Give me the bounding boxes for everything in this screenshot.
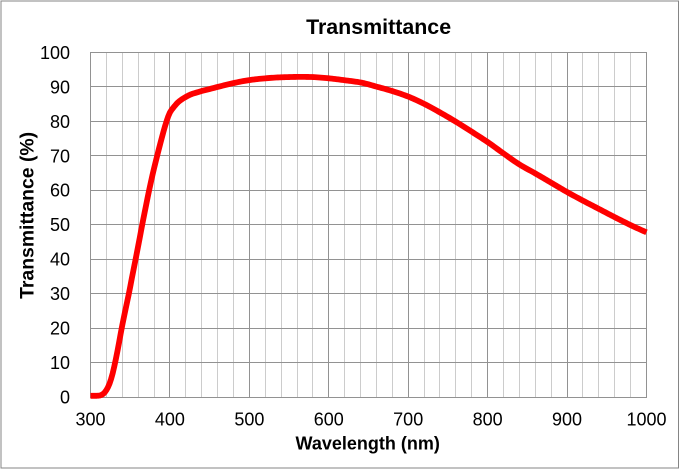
svg-text:50: 50 xyxy=(50,215,70,235)
svg-text:0: 0 xyxy=(60,387,70,407)
svg-text:600: 600 xyxy=(314,410,344,430)
svg-text:300: 300 xyxy=(75,410,105,430)
svg-text:90: 90 xyxy=(50,77,70,97)
svg-text:800: 800 xyxy=(473,410,503,430)
svg-text:1000: 1000 xyxy=(626,410,666,430)
svg-text:Transmittance: Transmittance xyxy=(306,15,451,39)
svg-text:80: 80 xyxy=(50,112,70,132)
svg-text:Transmittance (%): Transmittance (%) xyxy=(16,132,38,299)
svg-text:40: 40 xyxy=(50,250,70,270)
svg-text:70: 70 xyxy=(50,146,70,166)
svg-text:700: 700 xyxy=(393,410,423,430)
svg-text:20: 20 xyxy=(50,319,70,339)
svg-text:Wavelength (nm): Wavelength (nm) xyxy=(296,433,440,453)
svg-text:100: 100 xyxy=(40,43,70,63)
svg-text:500: 500 xyxy=(234,410,264,430)
svg-text:400: 400 xyxy=(155,410,185,430)
svg-text:30: 30 xyxy=(50,284,70,304)
svg-text:10: 10 xyxy=(50,353,70,373)
svg-text:60: 60 xyxy=(50,181,70,201)
svg-text:900: 900 xyxy=(552,410,582,430)
